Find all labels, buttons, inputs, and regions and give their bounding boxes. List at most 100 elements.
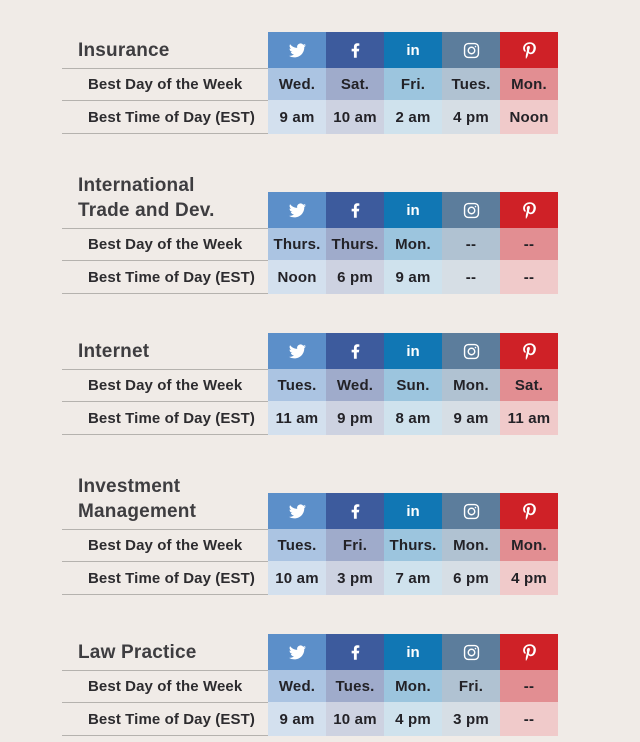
best-day-value: Thurs. [268,228,326,260]
facebook-header [326,192,384,228]
best-day-value: Sat. [500,369,558,401]
best-time-value: 9 am [268,702,326,736]
instagram-header [442,634,500,670]
best-time-value: -- [500,702,558,736]
instagram-header [442,192,500,228]
best-day-label: Best Day of the Week [62,68,268,100]
best-day-label: Best Day of the Week [62,369,268,401]
linkedin-icon: in [406,41,420,59]
best-day-value: Sun. [384,369,442,401]
facebook-icon [351,503,360,520]
best-day-label: Best Day of the Week [62,529,268,561]
pinterest-icon [522,201,536,219]
best-time-value: -- [500,260,558,294]
industry-section: Internet in Best Day of the Week Tues. Wed. S… [62,333,640,435]
best-day-label: Best Day of the Week [62,670,268,702]
best-time-value: Noon [268,260,326,294]
pinterest-icon [522,643,536,661]
instagram-header [442,493,500,529]
pinterest-header [500,32,558,68]
best-day-value: Mon. [442,529,500,561]
best-day-value: Thurs. [384,529,442,561]
linkedin-header: in [384,634,442,670]
twitter-header [268,634,326,670]
best-time-value: Noon [500,100,558,134]
industry-section: Investment Management in Best Day of the We… [62,474,640,595]
industry-section: International Trade and Dev. in Best Day of… [62,173,640,294]
best-day-value: Wed. [268,68,326,100]
facebook-icon [351,42,360,59]
best-time-value: 4 pm [500,561,558,595]
instagram-icon [463,343,480,360]
linkedin-icon: in [406,342,420,360]
facebook-icon [351,202,360,219]
facebook-icon [351,343,360,360]
best-time-value: 9 am [442,401,500,435]
best-time-value: -- [442,260,500,294]
best-day-value: Wed. [326,369,384,401]
best-time-value: 10 am [268,561,326,595]
best-time-value: 7 am [384,561,442,595]
section-title: Law Practice [62,634,268,670]
best-time-value: 9 pm [326,401,384,435]
best-time-value: 11 am [500,401,558,435]
pinterest-icon [522,502,536,520]
best-time-value: 4 pm [442,100,500,134]
best-day-value: Fri. [442,670,500,702]
best-day-value: Sat. [326,68,384,100]
best-time-label: Best Time of Day (EST) [62,702,268,736]
linkedin-icon: in [406,201,420,219]
best-day-value: Fri. [326,529,384,561]
instagram-icon [463,202,480,219]
best-day-value: Wed. [268,670,326,702]
linkedin-header: in [384,32,442,68]
linkedin-icon: in [406,502,420,520]
section-title-line: Law Practice [78,642,197,663]
best-day-value: Tues. [326,670,384,702]
twitter-header [268,493,326,529]
facebook-icon [351,644,360,661]
best-day-value: -- [500,228,558,260]
twitter-icon [288,343,306,360]
instagram-header [442,32,500,68]
section-title-line: International [78,175,195,196]
instagram-icon [463,42,480,59]
best-time-label: Best Time of Day (EST) [62,260,268,294]
section-title-line: Management [78,501,197,522]
best-time-value: 6 pm [442,561,500,595]
twitter-header [268,32,326,68]
twitter-header [268,333,326,369]
best-time-value: 10 am [326,100,384,134]
best-day-value: Tues. [442,68,500,100]
section-title-line: Trade and Dev. [78,200,215,221]
twitter-icon [288,644,306,661]
section-title-line: Insurance [78,40,170,61]
best-time-value: 10 am [326,702,384,736]
pinterest-header [500,634,558,670]
best-day-value: Tues. [268,529,326,561]
facebook-header [326,493,384,529]
best-time-value: 9 am [384,260,442,294]
facebook-header [326,32,384,68]
best-day-value: Mon. [442,369,500,401]
linkedin-icon: in [406,643,420,661]
pinterest-icon [522,342,536,360]
facebook-header [326,634,384,670]
best-time-label: Best Time of Day (EST) [62,401,268,435]
best-day-label: Best Day of the Week [62,228,268,260]
instagram-icon [463,503,480,520]
pinterest-header [500,192,558,228]
best-time-label: Best Time of Day (EST) [62,561,268,595]
best-day-value: -- [442,228,500,260]
twitter-header [268,192,326,228]
facebook-header [326,333,384,369]
pinterest-header [500,493,558,529]
best-time-value: 11 am [268,401,326,435]
best-day-value: Mon. [384,228,442,260]
pinterest-icon [522,41,536,59]
section-title: International Trade and Dev. [62,173,268,228]
section-title: Internet [62,333,268,369]
best-time-value: 3 pm [326,561,384,595]
instagram-icon [463,644,480,661]
